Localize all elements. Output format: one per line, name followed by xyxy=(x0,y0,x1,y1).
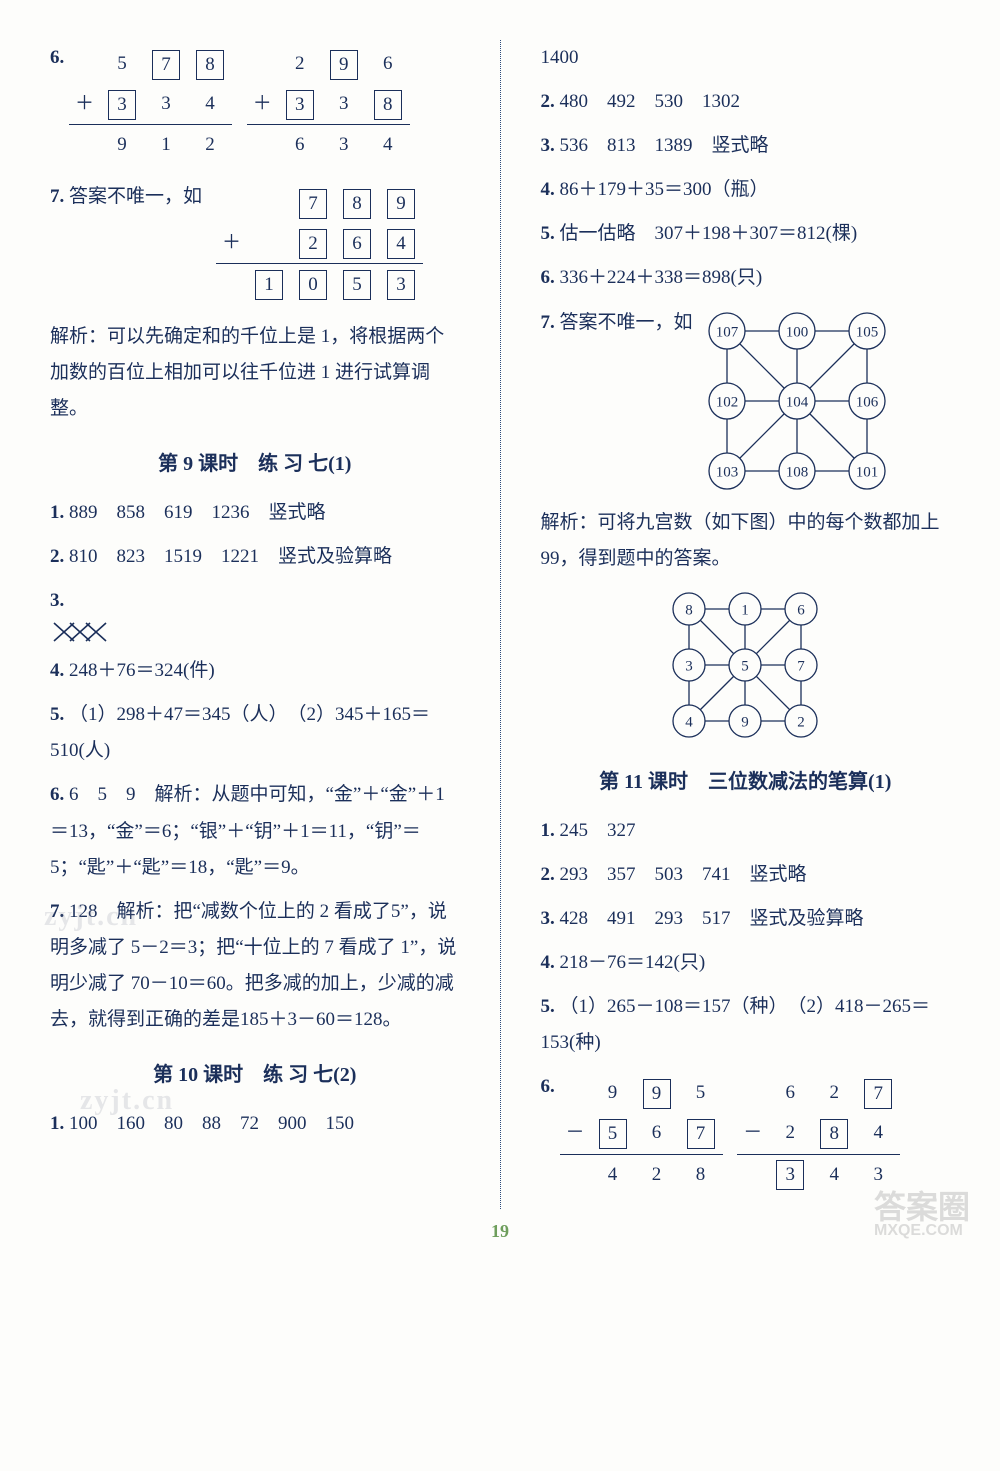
left-column: 6. 578 ＋334 912 296 ＋338 634 7. 答案不唯一，如 … xyxy=(50,40,460,1209)
svg-text:2: 2 xyxy=(798,714,806,730)
svg-text:7: 7 xyxy=(798,658,806,674)
addition-a: 578 ＋334 912 xyxy=(69,44,232,165)
r-q7: 7. 答案不唯一，如 107100105102104106103108101 xyxy=(541,305,951,497)
subtraction-b: 627 －284 343 xyxy=(737,1073,900,1194)
svg-text:1: 1 xyxy=(742,602,750,618)
right-q6b: 6. 995 －567 428 627 －284 343 xyxy=(541,1069,951,1200)
subtraction-a: 995 －567 428 xyxy=(560,1073,723,1194)
r-q4: 4. 86＋179＋35＝300（瓶） xyxy=(541,172,951,208)
r-q5: 5. 估一估略 307＋198＋307＝812(棵) xyxy=(541,216,951,252)
q7-text: 答案不唯一，如 xyxy=(69,186,202,207)
r-q3: 3. 536 813 1389 竖式略 xyxy=(541,128,951,164)
cross-match-icon xyxy=(50,619,110,645)
section-11-title: 第 11 课时 三位数减法的笔算(1) xyxy=(541,763,951,801)
watermark-zyjt-1: zyjt.cn xyxy=(44,890,138,943)
section-10-title: zyjt.cn 第 10 课时 练 习 七(2) xyxy=(50,1056,460,1094)
section-9-title: 第 9 课时 练 习 七(1) xyxy=(50,445,460,483)
right-top: 1400 xyxy=(541,40,951,76)
s9-q4: 4. 248＋76＝324(件) xyxy=(50,653,460,689)
s9-q6: 6. 6 5 9 解析：从题中可知，“金”＋“金”＋1＝13，“金”＝6；“银”… xyxy=(50,777,460,885)
svg-text:103: 103 xyxy=(715,464,738,480)
svg-text:108: 108 xyxy=(785,464,808,480)
svg-text:5: 5 xyxy=(742,658,750,674)
svg-text:100: 100 xyxy=(785,324,808,340)
s11-q4: 4. 218－76＝142(只) xyxy=(541,945,951,981)
svg-text:106: 106 xyxy=(855,394,878,410)
svg-text:6: 6 xyxy=(798,602,806,618)
svg-text:104: 104 xyxy=(785,394,808,410)
left-jiexi1: 解析：可以先确定和的千位上是 1，将根据两个加数的百位上相加可以往千位进 1 进… xyxy=(50,319,460,427)
svg-text:101: 101 xyxy=(855,464,878,480)
column-divider xyxy=(500,40,501,1209)
s11-q2: 2. 293 357 503 741 竖式略 xyxy=(541,857,951,893)
r-q2: 2. 480 492 530 1302 xyxy=(541,84,951,120)
svg-text:107: 107 xyxy=(715,324,738,340)
addition-q7: 789 ＋264 1053 xyxy=(216,183,423,304)
svg-text:9: 9 xyxy=(742,714,750,730)
grid2-wrap: 8 1 6 3 5 7 4 9 2 xyxy=(541,585,951,745)
s11-q1: 1. 245 327 xyxy=(541,813,951,849)
s11-q3: 3. 428 491 293 517 竖式及验算略 xyxy=(541,901,951,937)
q6-label: 6. xyxy=(50,47,64,68)
right-jiexi2: 解析：可将九宫数（如下图）中的每个数都加上 99，得到题中的答案。 xyxy=(541,505,951,577)
svg-text:4: 4 xyxy=(686,714,694,730)
svg-text:3: 3 xyxy=(686,658,694,674)
s9-q5: 5. （1）298＋47＝345（人） （2）345＋165＝510(人) xyxy=(50,697,460,769)
magic-grid-1: 107 100 105 102 104 106 103 108 101 xyxy=(701,305,893,497)
s11-q5: 5. （1）265－108＝157（种） （2）418－265＝153(种) xyxy=(541,989,951,1061)
svg-text:8: 8 xyxy=(686,602,694,618)
s9-q3: 3. xyxy=(50,583,460,645)
watermark-zyjt-2: zyjt.cn xyxy=(80,1074,174,1127)
svg-text:102: 102 xyxy=(715,394,738,410)
s9-q7: zyjt.cn 7. 128 解析：把“减数个位上的 2 看成了5”，说明多减了… xyxy=(50,894,460,1038)
addition-b: 296 ＋338 634 xyxy=(247,44,410,165)
s9-q2: 2. 810 823 1519 1221 竖式及验算略 xyxy=(50,539,460,575)
left-q6: 6. 578 ＋334 912 296 ＋338 634 xyxy=(50,40,460,171)
page-number: 19 xyxy=(491,1214,509,1248)
r-q6: 6. 336＋224＋338＝898(只) xyxy=(541,260,951,296)
q7-label: 7. xyxy=(50,186,64,207)
s9-q1: 1. 889 858 619 1236 竖式略 xyxy=(50,495,460,531)
magic-grid-2: 8 1 6 3 5 7 4 9 2 xyxy=(665,585,825,745)
right-column: 1400 2. 480 492 530 1302 3. 536 813 1389… xyxy=(541,40,951,1209)
left-q7: 7. 答案不唯一，如 789 ＋264 1053 xyxy=(50,179,460,310)
svg-text:105: 105 xyxy=(855,324,878,340)
